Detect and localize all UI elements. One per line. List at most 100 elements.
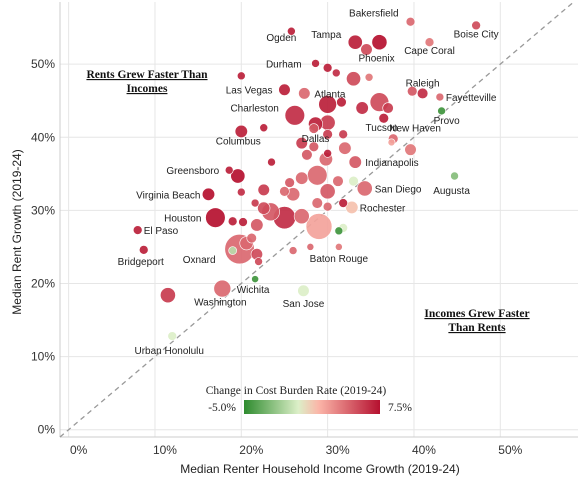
y-tick-label: 40%	[31, 130, 55, 144]
data-point	[311, 197, 323, 209]
data-point	[322, 63, 333, 73]
point-label-fayetteville: Fayetteville	[446, 93, 497, 104]
data-point	[338, 198, 348, 208]
data-point	[160, 287, 176, 304]
point-virginia-beach	[201, 187, 216, 201]
x-tick-label: 10%	[153, 443, 177, 457]
data-point	[323, 149, 332, 158]
point-label-san-jose: San Jose	[283, 299, 325, 310]
data-point	[322, 129, 333, 140]
point-greensboro	[224, 165, 234, 175]
point-wichita	[251, 275, 259, 283]
point-label-rochester: Rochester	[360, 203, 406, 214]
data-point	[348, 175, 359, 187]
data-point	[257, 201, 271, 215]
point-baton-rouge	[335, 243, 343, 251]
data-point	[250, 198, 260, 208]
annotation-lower-right-line-2: Than Rents	[448, 322, 506, 334]
point-label-indianapolis: Indianapolis	[365, 158, 418, 169]
point-label-el-paso: El Paso	[144, 226, 179, 237]
y-tick-label: 30%	[31, 203, 55, 217]
point-label-raleigh: Raleigh	[406, 78, 440, 89]
data-point	[404, 143, 417, 156]
x-tick-label: 50%	[498, 443, 522, 457]
point-provo	[437, 106, 446, 116]
point-label-baton-rouge: Baton Rouge	[310, 254, 369, 265]
data-point	[364, 73, 374, 82]
point-label-las-vegas: Las Vegas	[226, 86, 273, 97]
point-san-jose	[297, 284, 310, 297]
data-point	[338, 129, 348, 140]
x-tick-label: 0%	[70, 443, 88, 457]
data-point	[336, 96, 347, 108]
annotation-lower-right-line-1: Incomes Grew Faster	[424, 308, 529, 320]
data-point	[257, 183, 270, 196]
data-point	[279, 186, 290, 197]
data-point	[371, 34, 388, 51]
point-label-charleston: Charleston	[230, 103, 278, 114]
color-legend-bar	[244, 400, 380, 414]
data-point	[237, 71, 246, 81]
point-el-paso	[132, 225, 143, 235]
data-point	[382, 102, 394, 114]
data-point	[246, 232, 257, 244]
point-label-washington: Washington	[194, 298, 246, 309]
point-label-tampa: Tampa	[311, 30, 341, 41]
data-point	[331, 68, 341, 78]
x-tick-label: 30%	[326, 443, 350, 457]
point-label-atlanta: Atlanta	[314, 89, 346, 100]
annotation-upper-left-line-1: Rents Grew Faster Than	[86, 69, 208, 81]
point-washington	[213, 279, 232, 298]
point-urban-honolulu	[167, 331, 177, 341]
annotation-upper-left-line-2: Incomes	[127, 83, 168, 95]
data-point	[338, 141, 352, 155]
data-point	[322, 201, 333, 212]
point-label-bakersfield: Bakersfield	[349, 9, 398, 20]
data-point	[254, 257, 263, 266]
data-point	[284, 177, 295, 188]
point-label-wichita: Wichita	[237, 285, 270, 296]
data-point	[301, 149, 313, 161]
point-columbus	[234, 124, 248, 138]
data-point	[230, 168, 246, 184]
data-point	[250, 218, 264, 232]
point-raleigh	[416, 87, 429, 100]
point-fayetteville	[435, 92, 445, 102]
data-point	[295, 137, 308, 150]
x-tick-label: 20%	[239, 443, 263, 457]
data-point	[237, 187, 246, 197]
point-san-diego	[356, 180, 373, 197]
x-axis-title: Median Renter Household Income Growth (2…	[180, 462, 459, 476]
point-label-bridgeport: Bridgeport	[118, 257, 164, 268]
data-point	[307, 165, 328, 186]
point-label-ogden: Ogden	[266, 33, 296, 44]
data-point	[308, 123, 320, 134]
point-labels: Bakersfield Ogden Tampa Boise City Cape Cora…	[118, 9, 499, 357]
point-indianapolis	[348, 155, 362, 169]
gridlines	[59, 2, 578, 438]
point-boise-city	[471, 20, 481, 31]
color-legend-min-label: -5.0%	[208, 402, 236, 414]
point-label-boise-city: Boise City	[454, 29, 499, 40]
data-point	[228, 246, 237, 255]
point-rochester	[345, 200, 359, 214]
point-cape-coral	[424, 37, 435, 47]
data-point	[407, 85, 418, 97]
point-label-san-diego: San Diego	[375, 184, 422, 195]
point-bridgeport	[138, 245, 149, 255]
data-point	[334, 226, 344, 236]
point-label-oxnard: Oxnard	[183, 255, 216, 266]
point-tucson	[378, 113, 389, 124]
data-point	[259, 123, 269, 133]
point-label-dallas: Dallas	[302, 134, 330, 145]
data-point	[267, 157, 276, 167]
data-point	[238, 217, 248, 227]
y-tick-label: 0%	[38, 423, 56, 437]
y-tick-label: 10%	[31, 350, 55, 364]
point-label-urban-honolulu: Urban Honolulu	[134, 346, 204, 357]
point-label-tucson: Tucson	[366, 123, 398, 134]
color-legend-title: Change in Cost Burden Rate (2019-24)	[206, 385, 387, 397]
y-tick-label: 20%	[31, 276, 55, 290]
point-houston	[205, 207, 226, 228]
